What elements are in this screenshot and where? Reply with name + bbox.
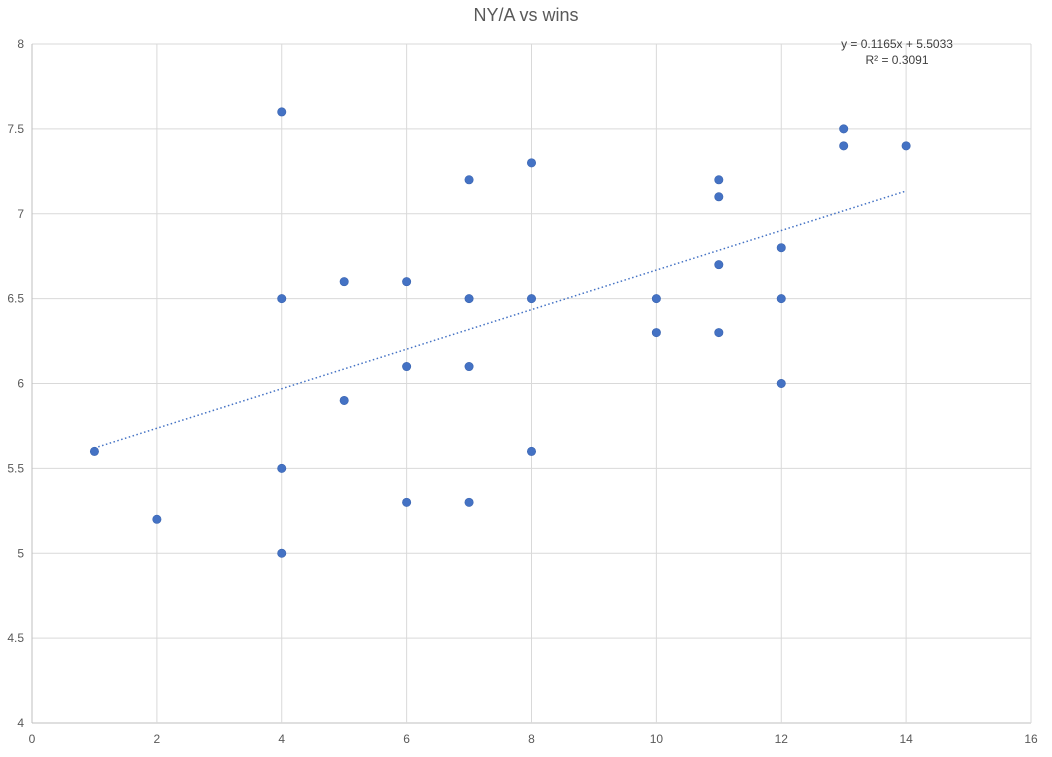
data-point <box>526 158 536 168</box>
data-point <box>651 294 661 304</box>
gridlines <box>31 43 1032 724</box>
axis-tick-labels: 4 4.5 5 5.5 6 6.5 7 7.5 8 0 2 4 6 8 10 12 14 16 <box>7 37 1038 746</box>
x-tick-label: 14 <box>899 732 913 746</box>
data-point <box>464 497 474 507</box>
data-point <box>277 294 287 304</box>
y-tick-label: 4.5 <box>7 631 24 645</box>
data-point <box>402 362 412 372</box>
y-tick-label: 7.5 <box>7 122 24 136</box>
trendline <box>94 190 907 449</box>
x-tick-label: 8 <box>528 732 535 746</box>
x-tick-label: 12 <box>775 732 789 746</box>
data-point <box>714 260 724 270</box>
x-tick-label: 2 <box>154 732 161 746</box>
y-tick-label: 7 <box>17 207 24 221</box>
x-tick-label: 16 <box>1024 732 1038 746</box>
data-point <box>526 294 536 304</box>
trendline-equation-label: y = 0.1165x + 5.5033 <box>841 37 953 51</box>
data-point <box>714 328 724 338</box>
data-point <box>277 463 287 473</box>
data-point <box>839 124 849 134</box>
trendline-layer <box>94 190 907 449</box>
x-tick-label: 6 <box>403 732 410 746</box>
data-point <box>152 514 162 524</box>
data-points <box>89 107 911 558</box>
data-point <box>464 294 474 304</box>
trendline-r2-label: R² = 0.3091 <box>865 53 928 67</box>
y-tick-label: 8 <box>17 37 24 51</box>
data-point <box>651 328 661 338</box>
y-tick-label: 6 <box>17 377 24 391</box>
data-point <box>277 548 287 558</box>
data-point <box>464 362 474 372</box>
data-point <box>776 378 786 388</box>
data-point <box>526 446 536 456</box>
data-point <box>339 395 349 405</box>
y-tick-label: 5.5 <box>7 461 24 475</box>
y-tick-label: 6.5 <box>7 292 24 306</box>
chart-title: NY/A vs wins <box>473 5 578 25</box>
data-point <box>277 107 287 117</box>
data-point <box>901 141 911 151</box>
x-tick-label: 4 <box>278 732 285 746</box>
data-point <box>89 446 99 456</box>
data-point <box>776 243 786 253</box>
y-tick-label: 4 <box>17 716 24 730</box>
x-tick-label: 10 <box>650 732 664 746</box>
data-point <box>402 277 412 287</box>
x-tick-label: 0 <box>29 732 36 746</box>
y-tick-label: 5 <box>17 546 24 560</box>
data-point <box>714 192 724 202</box>
data-point <box>839 141 849 151</box>
data-point <box>339 277 349 287</box>
data-point <box>464 175 474 185</box>
data-point <box>402 497 412 507</box>
data-point <box>776 294 786 304</box>
data-point <box>714 175 724 185</box>
